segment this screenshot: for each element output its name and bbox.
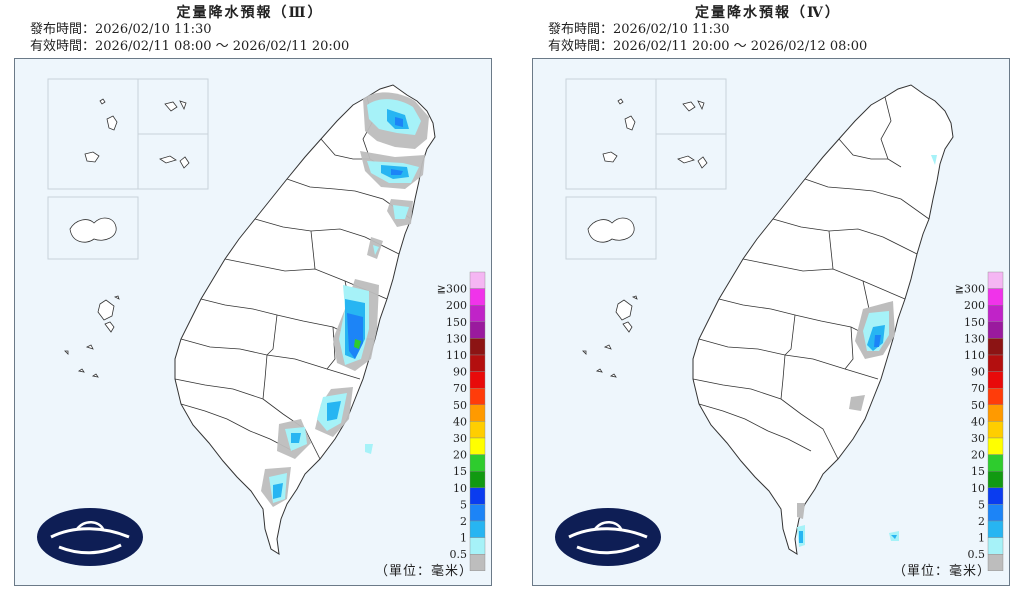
legend-swatch (469, 471, 486, 489)
legend-label: 50 (453, 399, 467, 412)
legend-label: 90 (453, 366, 467, 379)
legend-swatch (987, 537, 1004, 555)
legend-swatch (469, 554, 486, 572)
rainfall-legend: ≧300 200 150 130 110 90 70 50 40 30 20 15 10 5 2 1 0.5 (437, 271, 486, 572)
legend-label: 150 (964, 316, 985, 329)
legend-swatch (469, 288, 486, 306)
forecast-panel-iii: 定量降水預報（Ⅲ） 發布時間：2026/02/10 11:30 有效時間：202… (0, 0, 500, 597)
legend-label: 1 (460, 532, 467, 545)
legend-swatch (469, 371, 486, 389)
legend-label: 50 (971, 399, 985, 412)
legend-label: 30 (453, 432, 467, 445)
legend-label: 150 (446, 316, 467, 329)
penghu-islands (582, 295, 638, 378)
inset-islands (69, 98, 190, 243)
issue-time: 發布時間：2026/02/10 11:30 (548, 22, 730, 37)
map-frame: ≧300 200 150 130 110 90 70 50 40 30 20 15 10 5 2 1 0.5 （… (14, 58, 492, 586)
valid-time: 有效時間：2026/02/11 08:00 ～ 2026/02/11 20:00 (30, 39, 350, 54)
legend-label: 2 (460, 515, 467, 528)
legend-swatch (469, 487, 486, 505)
legend-swatch (469, 321, 486, 339)
legend-swatch (987, 504, 1004, 522)
legend-label: 40 (971, 415, 985, 428)
rainfall-green (354, 339, 361, 349)
legend-label: 110 (446, 349, 467, 362)
legend-swatch (987, 421, 1004, 439)
county-borders (174, 96, 412, 460)
legend-swatch (987, 271, 1004, 289)
legend-swatch (469, 304, 486, 322)
unit-label: （單位：毫米） (892, 564, 991, 579)
legend-swatch (469, 537, 486, 555)
legend-label: 130 (964, 332, 985, 345)
legend-swatch (469, 437, 486, 455)
island-insets (47, 78, 209, 260)
cwa-logo (555, 508, 661, 566)
legend-swatch (987, 304, 1004, 322)
unit-label: （單位：毫米） (374, 564, 473, 579)
legend-swatch (987, 454, 1004, 472)
legend-label: 20 (453, 449, 467, 462)
legend-label: 10 (971, 482, 985, 495)
penghu-islands (64, 295, 120, 378)
legend-label: 110 (964, 349, 985, 362)
forecast-panel-iv: 定量降水預報（Ⅳ） 發布時間：2026/02/10 11:30 有效時間：202… (518, 0, 1018, 597)
rainfall-darkblue (874, 335, 881, 347)
legend-label: 5 (460, 498, 467, 511)
legend-label: 20 (971, 449, 985, 462)
legend-swatch (469, 338, 486, 356)
legend-label: 0.5 (968, 548, 986, 561)
legend-swatch (987, 404, 1004, 422)
legend-label: 130 (446, 332, 467, 345)
taiwan-island (692, 84, 954, 555)
legend-swatch (469, 454, 486, 472)
island-insets (565, 78, 727, 260)
legend-swatch (987, 487, 1004, 505)
legend-label: 70 (453, 382, 467, 395)
legend-swatch (987, 354, 1004, 372)
map-frame: ≧300 200 150 130 110 90 70 50 40 30 20 15 10 5 2 1 0.5 （… (532, 58, 1010, 586)
legend-label: 15 (971, 465, 985, 478)
legend-swatch (987, 321, 1004, 339)
legend-swatch (469, 271, 486, 289)
legend-label: 2 (978, 515, 985, 528)
rainfall-map: ≧300 200 150 130 110 90 70 50 40 30 20 15 10 5 2 1 0.5 (555, 78, 1004, 572)
legend-label: ≧300 (437, 283, 467, 296)
legend-swatch (987, 554, 1004, 572)
legend-swatch (987, 338, 1004, 356)
legend-label: 40 (453, 415, 467, 428)
taiwan-island (174, 84, 436, 555)
legend-swatch (469, 504, 486, 522)
legend-swatch (469, 388, 486, 406)
legend-label: 10 (453, 482, 467, 495)
legend-swatch (469, 354, 486, 372)
legend-swatch (469, 404, 486, 422)
valid-time: 有效時間：2026/02/11 20:00 ～ 2026/02/12 08:00 (548, 39, 868, 54)
rainfall-legend: ≧300 200 150 130 110 90 70 50 40 30 20 15 10 5 2 1 0.5 (955, 271, 1004, 572)
legend-swatch (987, 288, 1004, 306)
legend-label: ≧300 (955, 283, 985, 296)
legend-label: 70 (971, 382, 985, 395)
inset-islands (587, 98, 708, 243)
panel-title: 定量降水預報（Ⅳ） (695, 5, 841, 21)
legend-label: 15 (453, 465, 467, 478)
legend-swatch (987, 371, 1004, 389)
cwa-logo (37, 508, 143, 566)
legend-label: 0.5 (450, 548, 468, 561)
legend-swatch (987, 520, 1004, 538)
legend-label: 90 (971, 366, 985, 379)
rainfall-map: ≧300 200 150 130 110 90 70 50 40 30 20 15 10 5 2 1 0.5 (37, 78, 486, 572)
legend-label: 200 (964, 299, 985, 312)
legend-swatch (469, 520, 486, 538)
legend-label: 5 (978, 498, 985, 511)
issue-time: 發布時間：2026/02/10 11:30 (30, 22, 212, 37)
legend-swatch (987, 437, 1004, 455)
legend-label: 200 (446, 299, 467, 312)
legend-swatch (987, 388, 1004, 406)
legend-swatch (987, 471, 1004, 489)
legend-label: 1 (978, 532, 985, 545)
legend-swatch (469, 421, 486, 439)
legend-label: 30 (971, 432, 985, 445)
panel-title: 定量降水預報（Ⅲ） (176, 5, 324, 21)
